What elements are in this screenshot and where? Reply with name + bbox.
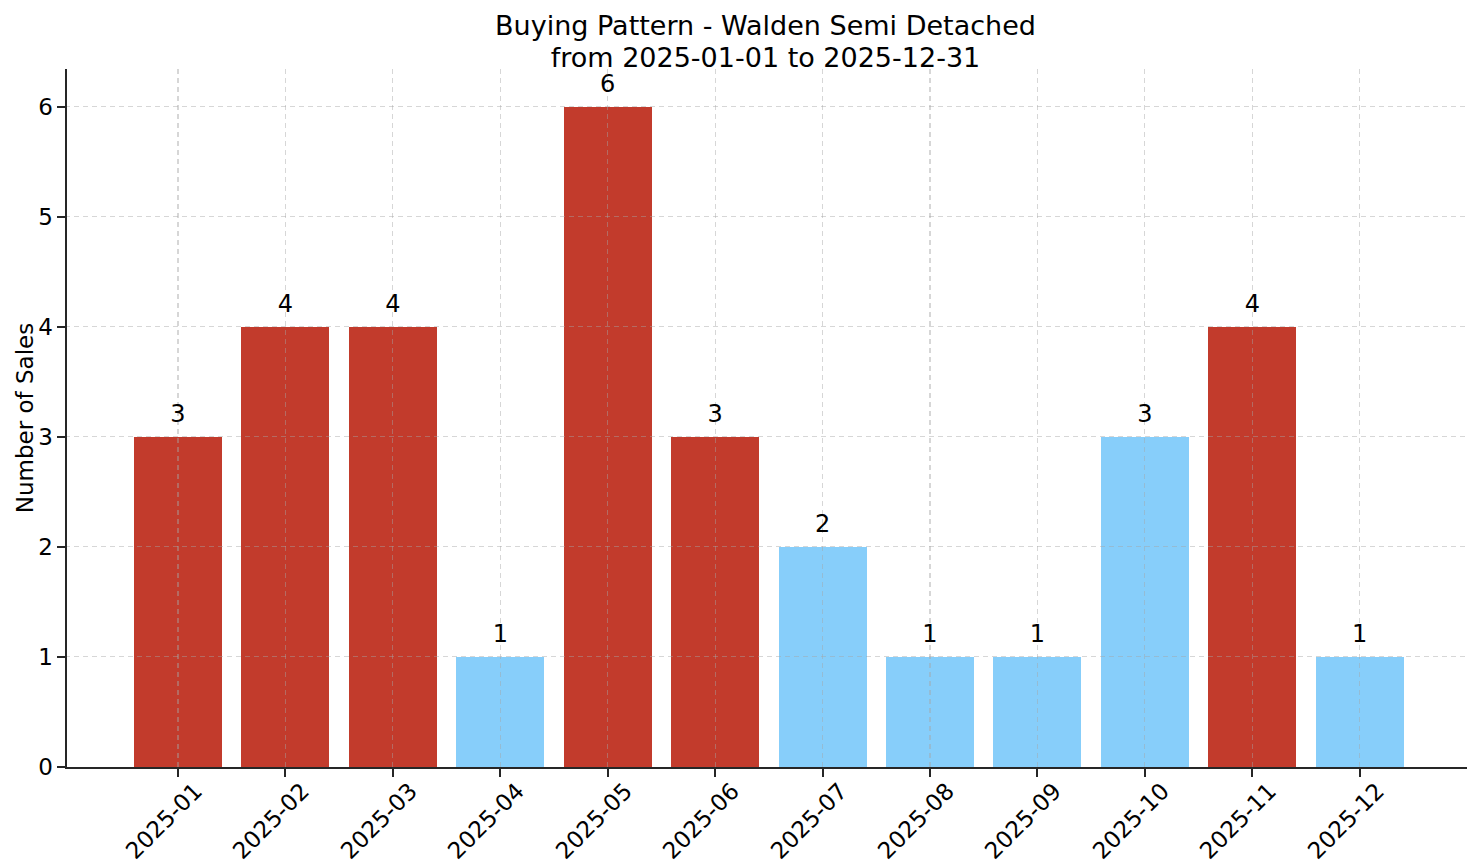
y-tick-label: 0 <box>0 753 53 781</box>
x-axis-spine <box>65 767 1468 770</box>
x-tick-label: 2025-10 <box>1049 777 1175 863</box>
bar-value-label: 1 <box>993 621 1081 647</box>
grid-line-vertical <box>1359 69 1360 767</box>
y-tick-label: 1 <box>0 643 53 671</box>
y-tick-label: 5 <box>0 203 53 231</box>
bar-value-label: 4 <box>349 291 437 317</box>
grid-line-vertical <box>607 69 608 767</box>
y-tick <box>57 106 65 108</box>
y-tick <box>57 546 65 548</box>
x-tick <box>177 769 179 777</box>
x-tick-label: 2025-08 <box>834 777 960 863</box>
x-tick <box>1359 769 1361 777</box>
bar-value-label: 3 <box>134 401 222 427</box>
x-tick-label: 2025-12 <box>1264 777 1390 863</box>
bar-value-label: 4 <box>1208 291 1296 317</box>
grid-line-horizontal <box>65 216 1468 217</box>
y-axis-spine <box>65 69 68 769</box>
plot-area: 0 1 2 3 4 5 6 3 2025-01 4 2025-02 4 2025-03 1 2025-04 6… <box>0 0 1481 863</box>
bar-value-label: 6 <box>564 71 652 97</box>
grid-line-vertical <box>285 69 286 767</box>
grid-line-horizontal <box>65 326 1468 327</box>
x-tick-label: 2025-03 <box>297 777 423 863</box>
x-tick-label: 2025-09 <box>941 777 1067 863</box>
x-tick <box>392 769 394 777</box>
x-tick <box>499 769 501 777</box>
grid-line-horizontal <box>65 656 1468 657</box>
y-tick <box>57 766 65 768</box>
y-tick-label: 6 <box>0 93 53 121</box>
y-tick-label: 4 <box>0 313 53 341</box>
chart-figure: Buying Pattern - Walden Semi Detached fr… <box>0 0 1481 863</box>
grid-line-vertical <box>1252 69 1253 767</box>
x-tick-label: 2025-05 <box>512 777 638 863</box>
y-tick-label: 2 <box>0 533 53 561</box>
y-tick <box>57 216 65 218</box>
grid-line-horizontal <box>65 546 1468 547</box>
x-tick <box>714 769 716 777</box>
y-tick <box>57 436 65 438</box>
bar-value-label: 1 <box>886 621 974 647</box>
x-tick <box>1251 769 1253 777</box>
x-tick-label: 2025-02 <box>189 777 315 863</box>
x-tick-label: 2025-04 <box>404 777 530 863</box>
x-tick-label: 2025-06 <box>619 777 745 863</box>
bar-value-label: 4 <box>241 291 329 317</box>
y-tick-label: 3 <box>0 423 53 451</box>
x-tick-label: 2025-01 <box>82 777 208 863</box>
x-tick <box>1144 769 1146 777</box>
y-tick <box>57 656 65 658</box>
grid-line-vertical <box>822 69 823 767</box>
grid-line-vertical <box>929 69 930 767</box>
x-tick-label: 2025-11 <box>1156 777 1282 863</box>
grid-line-horizontal <box>65 436 1468 437</box>
x-tick <box>929 769 931 777</box>
x-tick <box>607 769 609 777</box>
bar-value-label: 1 <box>1316 621 1404 647</box>
bar-value-label: 3 <box>1101 401 1189 427</box>
grid-line-vertical <box>500 69 501 767</box>
x-tick <box>822 769 824 777</box>
x-tick <box>284 769 286 777</box>
y-tick <box>57 326 65 328</box>
x-tick <box>1036 769 1038 777</box>
grid-line-vertical <box>1037 69 1038 767</box>
bar-value-label: 3 <box>671 401 759 427</box>
grid-line-horizontal <box>65 106 1468 107</box>
grid-line-vertical <box>392 69 393 767</box>
bar-value-label: 2 <box>779 511 867 537</box>
bar-value-label: 1 <box>456 621 544 647</box>
x-tick-label: 2025-07 <box>727 777 853 863</box>
